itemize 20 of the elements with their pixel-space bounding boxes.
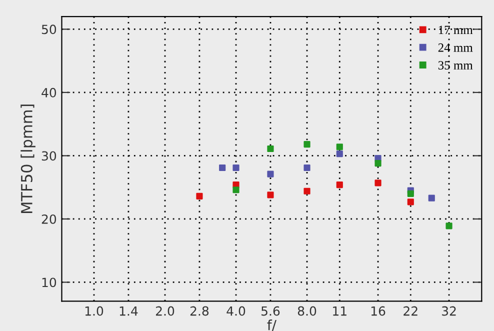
- legend-label: 24 mm: [438, 43, 473, 52]
- x-tick-label: 16: [371, 306, 386, 316]
- x-axis-title: f/: [267, 320, 276, 331]
- legend-label: 17 mm: [438, 26, 473, 34]
- x-tick-label: 32: [442, 306, 456, 316]
- y-axis-title: MTF50 [lpmm]: [20, 104, 36, 213]
- x-tick-label: 22: [404, 306, 418, 316]
- x-tick-label: 2.8: [190, 306, 209, 316]
- y-tick-label: 20: [42, 214, 56, 224]
- y-tick-label: 30: [42, 151, 56, 161]
- y-tick-label: 50: [42, 24, 56, 34]
- x-tick-label: 8.0: [298, 306, 316, 316]
- x-tick-label: 2.0: [156, 306, 174, 316]
- x-tick-label: 4.0: [226, 306, 246, 316]
- x-tick-label: 11: [333, 306, 346, 316]
- y-tick-label: 40: [42, 88, 56, 98]
- x-tick-label: 5.6: [262, 306, 280, 316]
- x-tick-label: 1.4: [120, 306, 138, 316]
- y-tick-label: 10: [42, 278, 56, 288]
- x-tick-label: 1.0: [85, 306, 104, 316]
